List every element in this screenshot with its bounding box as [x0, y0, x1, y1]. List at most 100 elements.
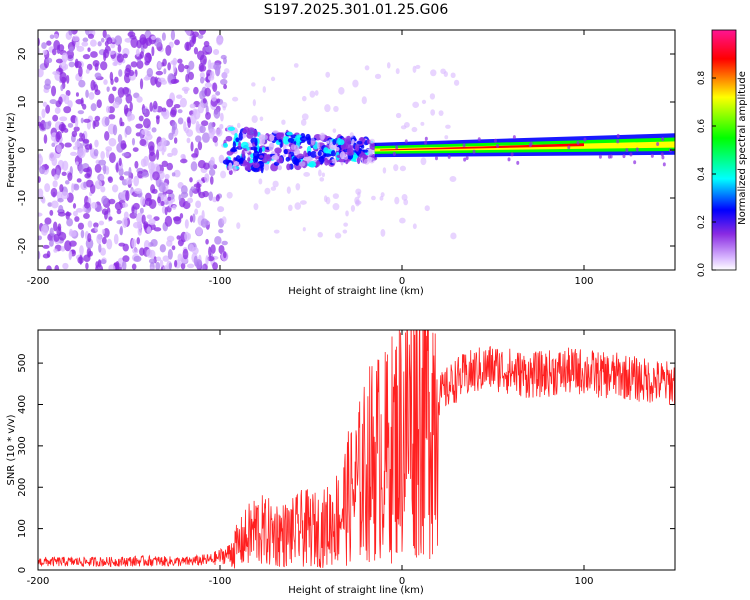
spectrogram-cell — [112, 124, 118, 136]
spectrogram-cell — [187, 197, 194, 204]
spectrogram-cell — [83, 181, 87, 189]
spectrogram-cell — [114, 76, 119, 83]
spectrogram-cell — [299, 136, 308, 142]
spectrogram-cell — [261, 146, 266, 152]
spectrogram-cell — [382, 167, 387, 174]
spectrogram-cell — [49, 34, 55, 40]
spectrogram-cell — [84, 173, 91, 179]
spectrogram-cell — [222, 159, 231, 165]
spectrogram-cell — [272, 180, 279, 188]
spectrogram-cell — [117, 134, 123, 144]
spectrogram-cell — [149, 266, 155, 270]
spectrogram-cell — [147, 141, 155, 151]
spectrogram-cell — [258, 147, 263, 154]
spectrogram-cell — [286, 163, 291, 171]
spectrogram-cell — [143, 221, 149, 229]
spectrogram-cell — [238, 158, 243, 164]
spectrogram-cell — [44, 183, 51, 193]
spectrogram-cell — [112, 86, 117, 92]
spectrogram-cell — [160, 200, 165, 207]
spectrogram-cell — [164, 173, 170, 180]
spectrogram-cell — [176, 235, 181, 240]
spectrogram-cell — [228, 169, 233, 176]
spectrogram-cell — [154, 76, 158, 85]
spectrogram-cell — [199, 90, 206, 100]
spectrogram-cell — [109, 71, 114, 81]
spectrogram-cell — [52, 70, 60, 76]
spectrogram-cell — [251, 115, 258, 124]
spectrogram-cell — [337, 158, 346, 163]
spectrogram-cell — [162, 265, 169, 270]
spectrogram-cell — [94, 180, 102, 190]
spectrogram-cell — [101, 195, 108, 205]
spectrogram-cell — [144, 60, 150, 66]
spectrogram-cell — [188, 71, 195, 81]
spectrogram-cell — [181, 86, 190, 92]
spectrogram-cell — [49, 209, 54, 216]
x-tick-label: -200 — [27, 276, 50, 287]
spectrogram-cell — [177, 109, 183, 114]
spectrogram-cell — [60, 84, 64, 92]
spectrogram-cell — [447, 154, 451, 159]
spectrogram-cell — [50, 187, 58, 198]
spectrogram-cell — [412, 101, 420, 108]
spectrogram-cell — [171, 147, 178, 156]
spectrogram-cell — [79, 132, 83, 138]
spectrogram-cell — [83, 202, 91, 209]
spectrogram-cell — [180, 158, 188, 164]
spectrogram-cell — [218, 154, 225, 164]
spectrogram-cell — [38, 154, 43, 166]
spectrogram-cell — [67, 122, 74, 128]
spectrogram-cell — [195, 120, 200, 131]
spectrogram-cell — [319, 177, 325, 182]
spectrogram-cell — [68, 61, 75, 68]
spectrogram-cell — [121, 152, 130, 157]
spectrogram-cell — [44, 78, 51, 87]
spectrogram-cell — [42, 49, 48, 56]
spectrogram-cell — [301, 95, 307, 102]
y-tick-label: 0 — [17, 567, 28, 573]
spectrogram-cell — [346, 135, 352, 142]
spectrogram-cell — [108, 114, 116, 120]
spectrogram-cell — [371, 195, 376, 201]
spectrogram-cell — [125, 177, 133, 185]
spectrogram-cell — [332, 128, 337, 133]
y-tick-label: 10 — [17, 96, 28, 109]
spectrogram-cell — [146, 248, 153, 258]
spectrogram-cell — [326, 159, 333, 164]
spectrogram-cell — [39, 165, 46, 175]
spectrogram-noise-region — [38, 30, 229, 270]
spectrogram-cell — [212, 135, 218, 143]
spectrogram-cell — [72, 210, 78, 217]
spectrogram-cell — [100, 151, 105, 160]
spectrogram-cell — [75, 208, 84, 213]
spectrogram-cell — [99, 174, 105, 181]
spectrogram-cell — [98, 243, 102, 253]
spectrogram-cell — [118, 69, 123, 77]
spectrogram-cell — [445, 124, 451, 129]
spectrogram-cell — [412, 65, 417, 73]
spectrogram-cell — [190, 141, 194, 152]
spectrogram-cell — [218, 244, 225, 255]
spectrogram-cell — [180, 262, 186, 270]
spectrogram-cell — [139, 138, 147, 146]
spectrogram-cell — [59, 116, 68, 122]
spectrogram-cell — [238, 141, 242, 150]
spectrogram-cell — [100, 259, 107, 265]
spectrogram-cell — [166, 162, 174, 171]
spectrogram-cell — [317, 231, 323, 238]
spectrogram-cell — [80, 117, 84, 124]
spectrogram-cell — [421, 99, 427, 105]
spectrogram-cell — [116, 209, 122, 215]
spectrogram-cell — [191, 153, 198, 158]
spectrogram-cell — [263, 154, 269, 164]
spectrogram-cell — [232, 165, 237, 173]
spectrogram-cell — [463, 157, 467, 162]
spectrogram-cell — [317, 150, 322, 157]
spectrogram-cell — [61, 171, 67, 177]
spectrogram-cell — [108, 137, 117, 147]
spectrogram-cell — [223, 251, 227, 259]
spectrogram-cell — [204, 82, 212, 88]
spectrogram-cell — [45, 104, 51, 114]
spectrogram-cell — [117, 44, 122, 53]
